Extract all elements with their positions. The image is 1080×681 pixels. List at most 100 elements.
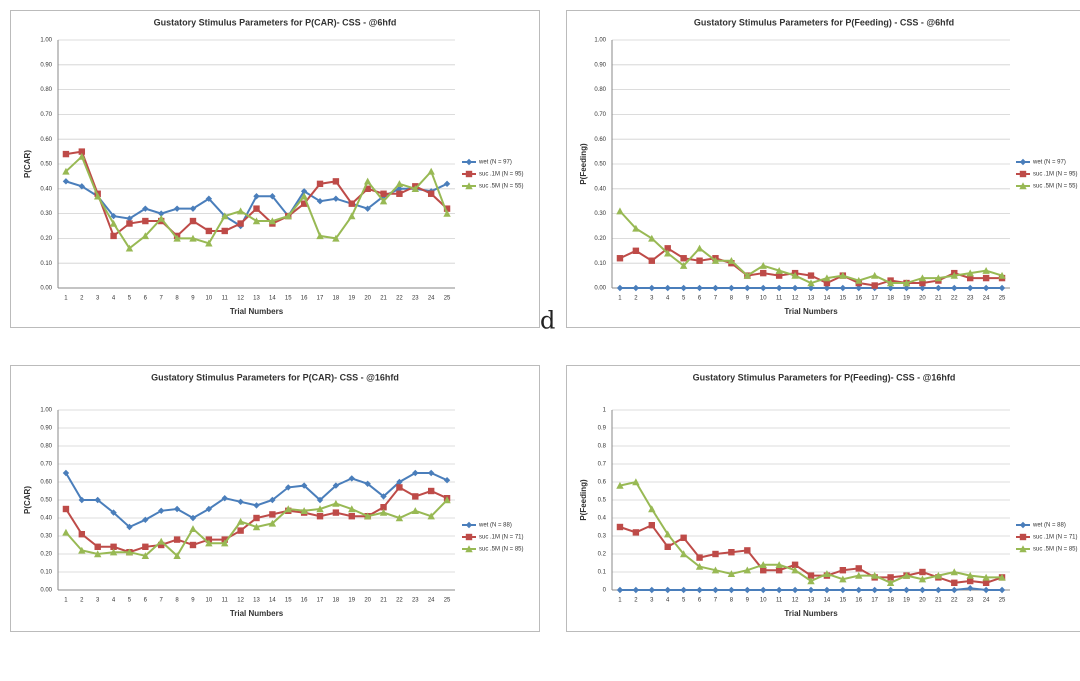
marker xyxy=(316,198,324,205)
marker xyxy=(791,586,799,594)
x-tick-label: 7 xyxy=(160,598,164,604)
marker xyxy=(205,227,213,235)
x-tick-label: 6 xyxy=(698,598,702,604)
marker xyxy=(427,190,435,197)
y-axis-label: P(Feeding) xyxy=(579,479,588,521)
marker xyxy=(759,561,767,568)
marker xyxy=(379,508,388,516)
y-tick-label: 0.20 xyxy=(40,552,52,558)
marker xyxy=(125,548,134,556)
x-tick-label: 12 xyxy=(237,296,244,302)
marker xyxy=(332,499,340,507)
marker xyxy=(807,272,815,279)
marker xyxy=(760,586,767,594)
x-tick-label: 21 xyxy=(380,598,387,604)
marker xyxy=(823,586,831,594)
marker xyxy=(126,523,133,531)
x-tick-label: 23 xyxy=(967,598,974,604)
y-axis-label: P(CAR) xyxy=(23,486,32,514)
marker xyxy=(126,215,133,222)
legend-marker xyxy=(465,545,473,553)
x-tick-label: 2 xyxy=(634,296,638,302)
marker xyxy=(443,496,451,504)
marker xyxy=(396,190,403,197)
y-tick-label: 0.6 xyxy=(598,480,607,486)
marker xyxy=(364,185,371,192)
marker xyxy=(300,507,308,514)
marker xyxy=(982,274,990,282)
y-axis-label: P(Feeding) xyxy=(579,143,588,185)
marker xyxy=(855,586,862,594)
marker xyxy=(919,568,926,576)
marker xyxy=(887,284,894,292)
legend-label: suc .1M (N = 95) xyxy=(479,172,524,178)
marker xyxy=(695,562,704,570)
marker xyxy=(998,271,1006,279)
x-tick-label: 17 xyxy=(871,296,878,302)
marker xyxy=(775,586,783,594)
marker xyxy=(78,183,86,190)
marker xyxy=(791,561,799,568)
marker xyxy=(759,261,767,269)
x-tick-label: 19 xyxy=(348,598,355,604)
marker xyxy=(252,217,261,225)
marker xyxy=(775,272,783,279)
x-tick-label: 24 xyxy=(983,296,990,302)
legend-marker xyxy=(1019,158,1027,166)
marker xyxy=(158,541,165,549)
x-tick-label: 25 xyxy=(444,296,451,302)
marker xyxy=(919,284,926,292)
marker xyxy=(648,586,655,594)
marker xyxy=(62,167,70,175)
marker xyxy=(332,234,340,242)
y-tick-label: 0 xyxy=(603,588,607,594)
marker xyxy=(142,217,149,225)
x-tick-label: 2 xyxy=(634,598,638,604)
legend-marker xyxy=(1019,182,1027,190)
x-tick-label: 25 xyxy=(999,296,1006,302)
marker xyxy=(411,507,419,514)
marker xyxy=(237,220,244,227)
x-tick-label: 2 xyxy=(80,296,84,302)
marker xyxy=(743,271,752,279)
marker xyxy=(348,513,355,520)
y-tick-label: 0.1 xyxy=(598,570,607,576)
marker xyxy=(158,507,165,514)
marker xyxy=(679,550,688,558)
x-tick-label: 9 xyxy=(746,296,750,302)
marker xyxy=(982,573,990,581)
marker xyxy=(807,572,815,579)
marker xyxy=(855,571,863,579)
marker xyxy=(855,276,863,284)
marker xyxy=(775,266,783,274)
x-tick-label: 18 xyxy=(333,296,340,302)
marker xyxy=(886,279,895,287)
marker xyxy=(967,577,974,585)
x-tick-label: 11 xyxy=(222,598,229,604)
y-tick-label: 0.20 xyxy=(594,236,606,242)
marker xyxy=(679,261,688,269)
x-tick-label: 16 xyxy=(301,296,308,302)
marker xyxy=(348,505,356,513)
marker xyxy=(711,257,720,264)
x-tick-label: 1 xyxy=(64,296,68,302)
marker xyxy=(427,487,435,495)
marker xyxy=(62,150,70,158)
marker xyxy=(696,284,703,292)
marker xyxy=(332,195,340,202)
legend-label: suc .5M (N = 55) xyxy=(479,184,524,190)
y-tick-label: 0.60 xyxy=(40,480,52,486)
marker xyxy=(348,200,355,207)
legend-label: suc .5M (N = 85) xyxy=(479,547,524,553)
chart-title: Gustatory Stimulus Parameters for P(Feed… xyxy=(694,17,954,27)
x-tick-label: 12 xyxy=(792,296,799,302)
chart-frame xyxy=(566,10,1080,328)
legend-label: wet (N = 97) xyxy=(478,160,512,166)
marker xyxy=(950,568,958,576)
y-tick-label: 0.90 xyxy=(40,426,52,432)
y-tick-label: 1 xyxy=(603,408,607,414)
marker xyxy=(951,284,958,292)
marker xyxy=(871,586,878,594)
marker xyxy=(680,284,687,292)
marker xyxy=(380,190,387,197)
